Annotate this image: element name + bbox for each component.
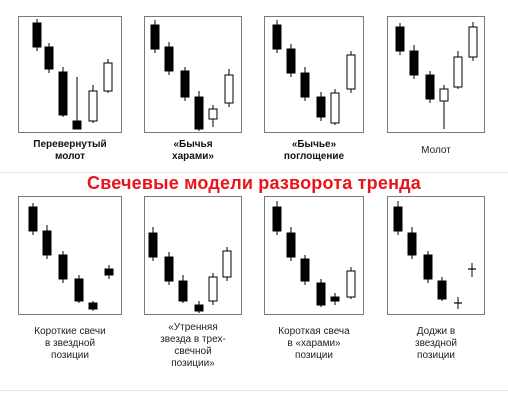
bearish-candle — [194, 304, 204, 312]
bearish-candle — [300, 258, 310, 282]
caption-doji-star: Доджи в звездной позиции — [415, 326, 457, 361]
bearish-candle — [316, 96, 326, 118]
bearish-candle — [316, 282, 326, 306]
bearish-candle — [104, 268, 114, 276]
bullish-candle — [346, 270, 356, 298]
bullish-candle — [439, 88, 449, 102]
bearish-candle — [164, 256, 174, 282]
bearish-candle — [72, 120, 82, 130]
bearish-candle — [28, 206, 38, 232]
panel-short-harami — [264, 196, 364, 315]
bearish-candle — [300, 72, 310, 98]
bearish-candle — [44, 46, 54, 70]
bearish-candle — [164, 46, 174, 72]
panel-short-star — [18, 196, 122, 315]
chart-hammer — [395, 22, 478, 129]
bullish-candle — [222, 250, 232, 278]
bearish-candle — [409, 50, 419, 76]
caption-short-harami: Короткая свеча в «харами» позиции — [278, 326, 350, 361]
bullish-candle — [103, 62, 113, 92]
bullish-candle — [208, 276, 218, 302]
bearish-candle — [437, 280, 447, 300]
bullish-candle — [330, 92, 340, 124]
bullish-candle — [208, 108, 218, 120]
panel-bullish-harami — [144, 16, 242, 133]
bearish-candle — [32, 22, 42, 48]
caption-short-star: Короткие свечи в звездной позиции — [34, 326, 106, 361]
caption-hammer: Молот — [421, 145, 451, 156]
caption-bullish-engulfing: «Бычье» поглощение — [283, 139, 345, 162]
divider-bottom — [0, 390, 508, 391]
bearish-candle — [194, 96, 204, 130]
bearish-candle — [148, 232, 158, 258]
bearish-candle — [272, 206, 282, 232]
bearish-candle — [423, 254, 433, 280]
bearish-candle — [178, 280, 188, 302]
bearish-candle — [330, 296, 340, 302]
bearish-candle — [272, 24, 282, 50]
bearish-candle — [58, 71, 68, 116]
panel-doji-star — [387, 196, 485, 315]
chart-inverted-hammer — [32, 19, 113, 130]
bearish-candle — [286, 232, 296, 258]
caption-morning-star: «Утренняя звезда в трех- свечной позиции… — [160, 322, 226, 369]
panel-bullish-engulfing — [264, 16, 364, 133]
bearish-candle — [74, 278, 84, 302]
main-title: Свечевые модели разворота тренда — [87, 173, 421, 193]
caption-inverted-hammer: Перевернутый молот — [33, 139, 107, 162]
bullish-candle — [224, 74, 234, 104]
bullish-candle — [346, 54, 356, 90]
panel-inverted-hammer — [18, 16, 122, 133]
bearish-candle — [395, 26, 405, 52]
bearish-candle — [42, 230, 52, 256]
bearish-candle — [180, 70, 190, 98]
panel-hammer — [387, 16, 485, 133]
chart-short-harami — [272, 201, 356, 307]
chart-bullish-engulfing — [272, 20, 356, 125]
chart-short-star — [28, 203, 114, 311]
chart-doji-star — [393, 201, 476, 309]
bearish-candle — [88, 302, 98, 310]
bullish-candle — [468, 26, 478, 58]
bearish-candle — [286, 48, 296, 74]
bullish-candle — [453, 56, 463, 88]
caption-bullish-harami: «Бычья харами» — [172, 139, 214, 162]
chart-morning-star — [148, 227, 232, 313]
bullish-candle — [88, 90, 98, 122]
bearish-candle — [58, 254, 68, 280]
bearish-candle — [407, 232, 417, 256]
bearish-candle — [150, 24, 160, 50]
panel-morning-star — [144, 196, 242, 315]
bearish-candle — [393, 206, 403, 232]
bearish-candle — [425, 74, 435, 100]
chart-bullish-harami — [150, 20, 234, 131]
divider-top — [0, 172, 508, 173]
